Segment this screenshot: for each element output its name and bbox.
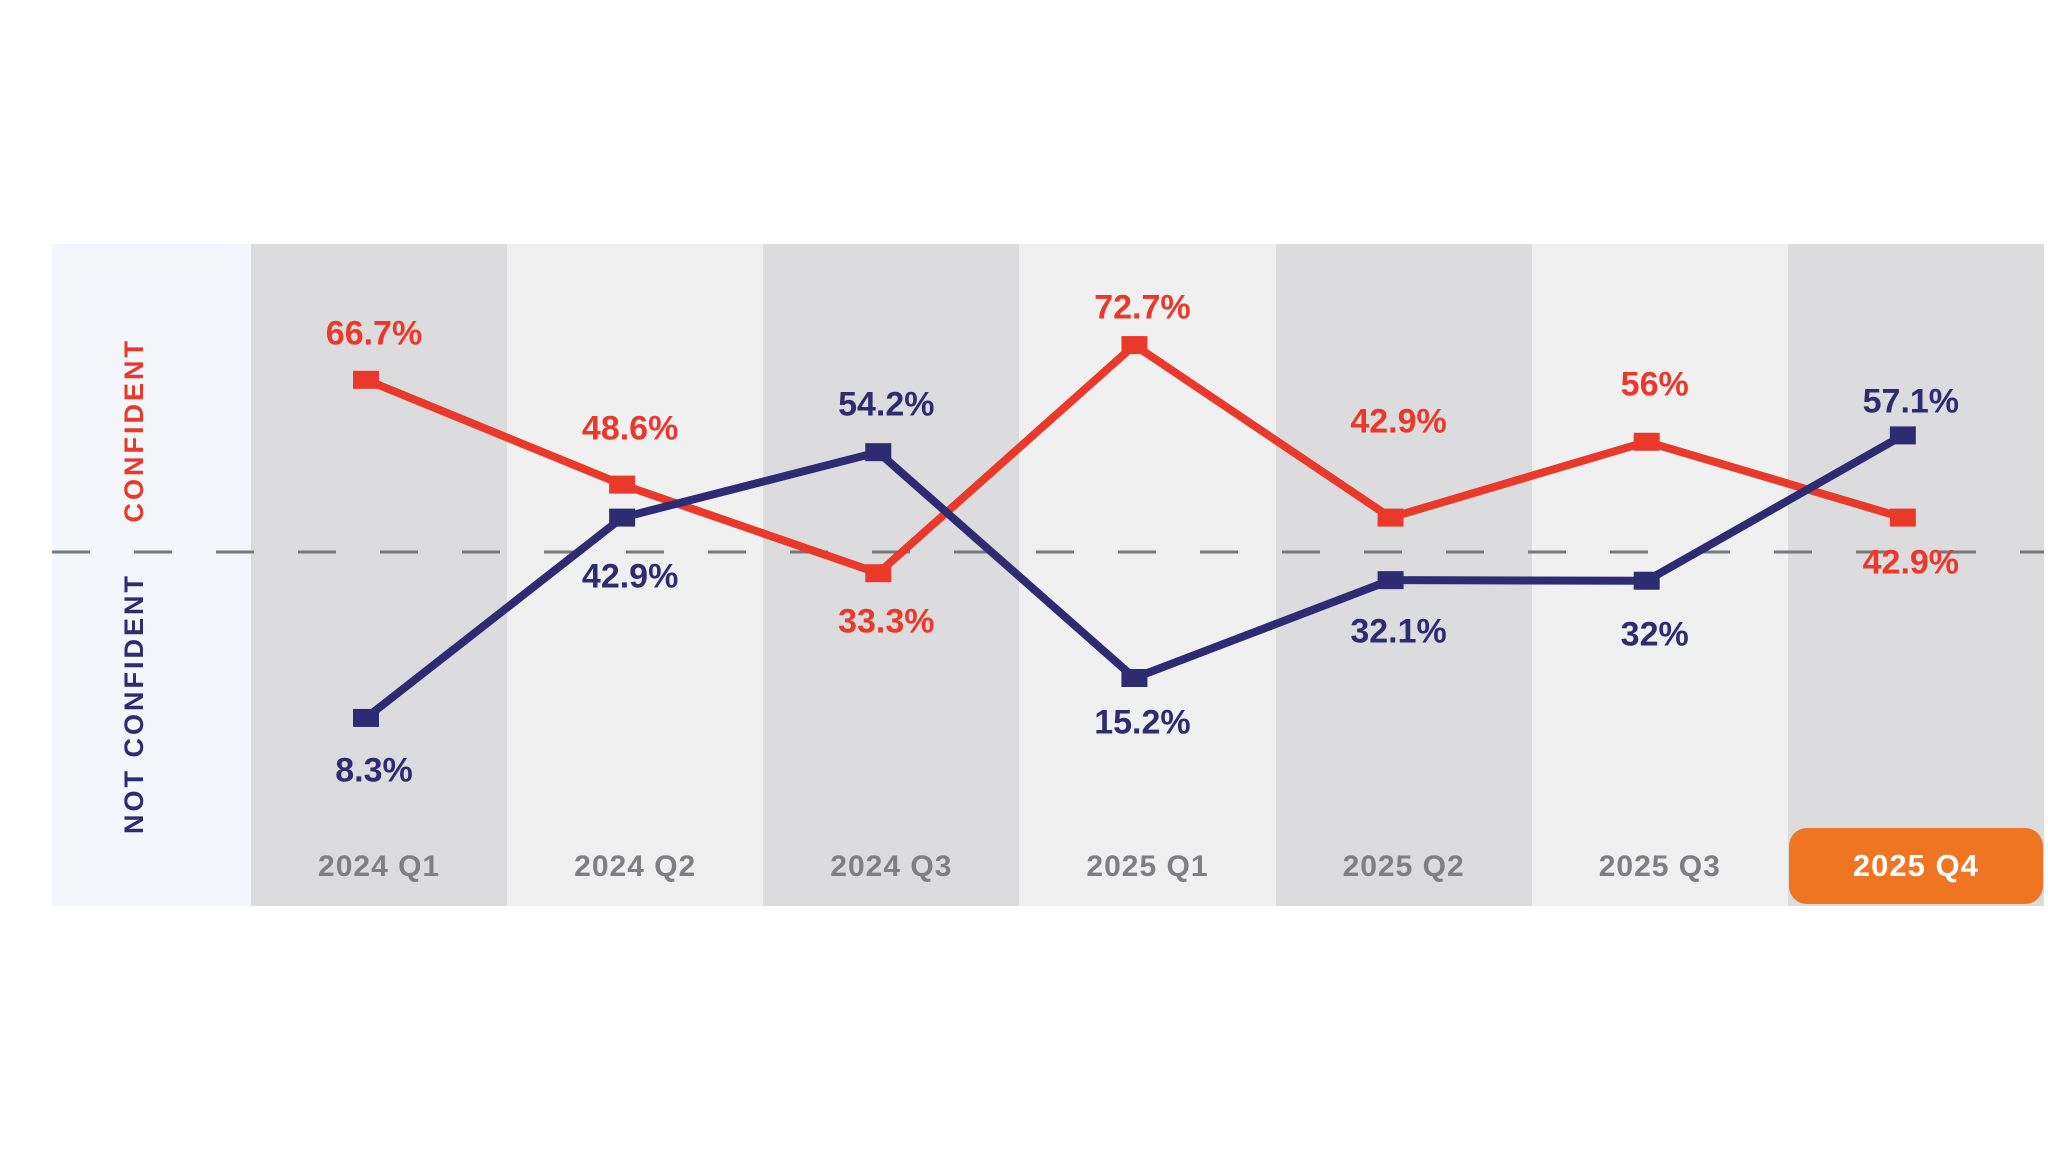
data-point-marker [1889, 426, 1916, 445]
x-axis-label: 2024 Q1 [318, 850, 441, 883]
data-point-marker [1889, 508, 1916, 527]
data-label-confident: 33.3% [838, 602, 935, 641]
data-label-confident: 56% [1620, 365, 1689, 404]
data-point-marker [353, 708, 379, 727]
data-point-marker [1377, 571, 1404, 590]
x-axis-label: 2025 Q1 [1086, 850, 1209, 883]
data-point-marker [1633, 571, 1660, 590]
y-axis-label-confident: CONFIDENT [119, 338, 149, 523]
data-label-not-confident: 32.1% [1350, 612, 1447, 651]
x-axis-label: 2024 Q3 [830, 850, 953, 883]
data-point-marker [1633, 432, 1660, 451]
data-label-confident: 66.7% [325, 314, 423, 353]
data-label-not-confident: 32% [1620, 615, 1689, 654]
data-point-marker [609, 508, 636, 527]
x-axis-label: 2024 Q2 [574, 850, 697, 883]
y-axis-label-not-confident: NOT CONFIDENT [119, 572, 149, 834]
data-label-not-confident: 15.2% [1094, 703, 1191, 742]
quarter-column [1787, 244, 2044, 906]
data-point-marker [609, 475, 636, 494]
quarter-column [763, 244, 1020, 906]
quarter-column [1275, 244, 1532, 906]
highlighted-quarter-badge: 2025 Q4 [1788, 828, 2043, 904]
quarter-column [251, 244, 508, 906]
data-point-marker [353, 370, 379, 389]
x-axis-label: 2025 Q2 [1342, 850, 1465, 883]
data-label-not-confident: 42.9% [581, 557, 679, 596]
data-label-not-confident: 54.2% [838, 385, 935, 424]
x-axis-label: 2025 Q3 [1598, 850, 1721, 883]
data-point-marker [865, 564, 892, 583]
data-label-not-confident: 57.1% [1862, 382, 1960, 421]
axis-label-column [52, 244, 251, 906]
data-label-confident: 42.9% [1350, 402, 1447, 441]
data-point-marker [1121, 336, 1148, 355]
data-point-marker [865, 443, 892, 462]
y-axis-label-confident-wrap: CONFIDENT [52, 338, 217, 523]
y-axis-label-not-confident-wrap: NOT CONFIDENT [52, 570, 217, 836]
data-label-confident: 48.6% [581, 409, 679, 448]
data-label-confident: 42.9% [1862, 543, 1960, 582]
data-point-marker [1121, 668, 1148, 687]
data-point-marker [1377, 508, 1404, 527]
data-label-confident: 72.7% [1094, 288, 1191, 327]
data-label-not-confident: 8.3% [335, 751, 413, 790]
